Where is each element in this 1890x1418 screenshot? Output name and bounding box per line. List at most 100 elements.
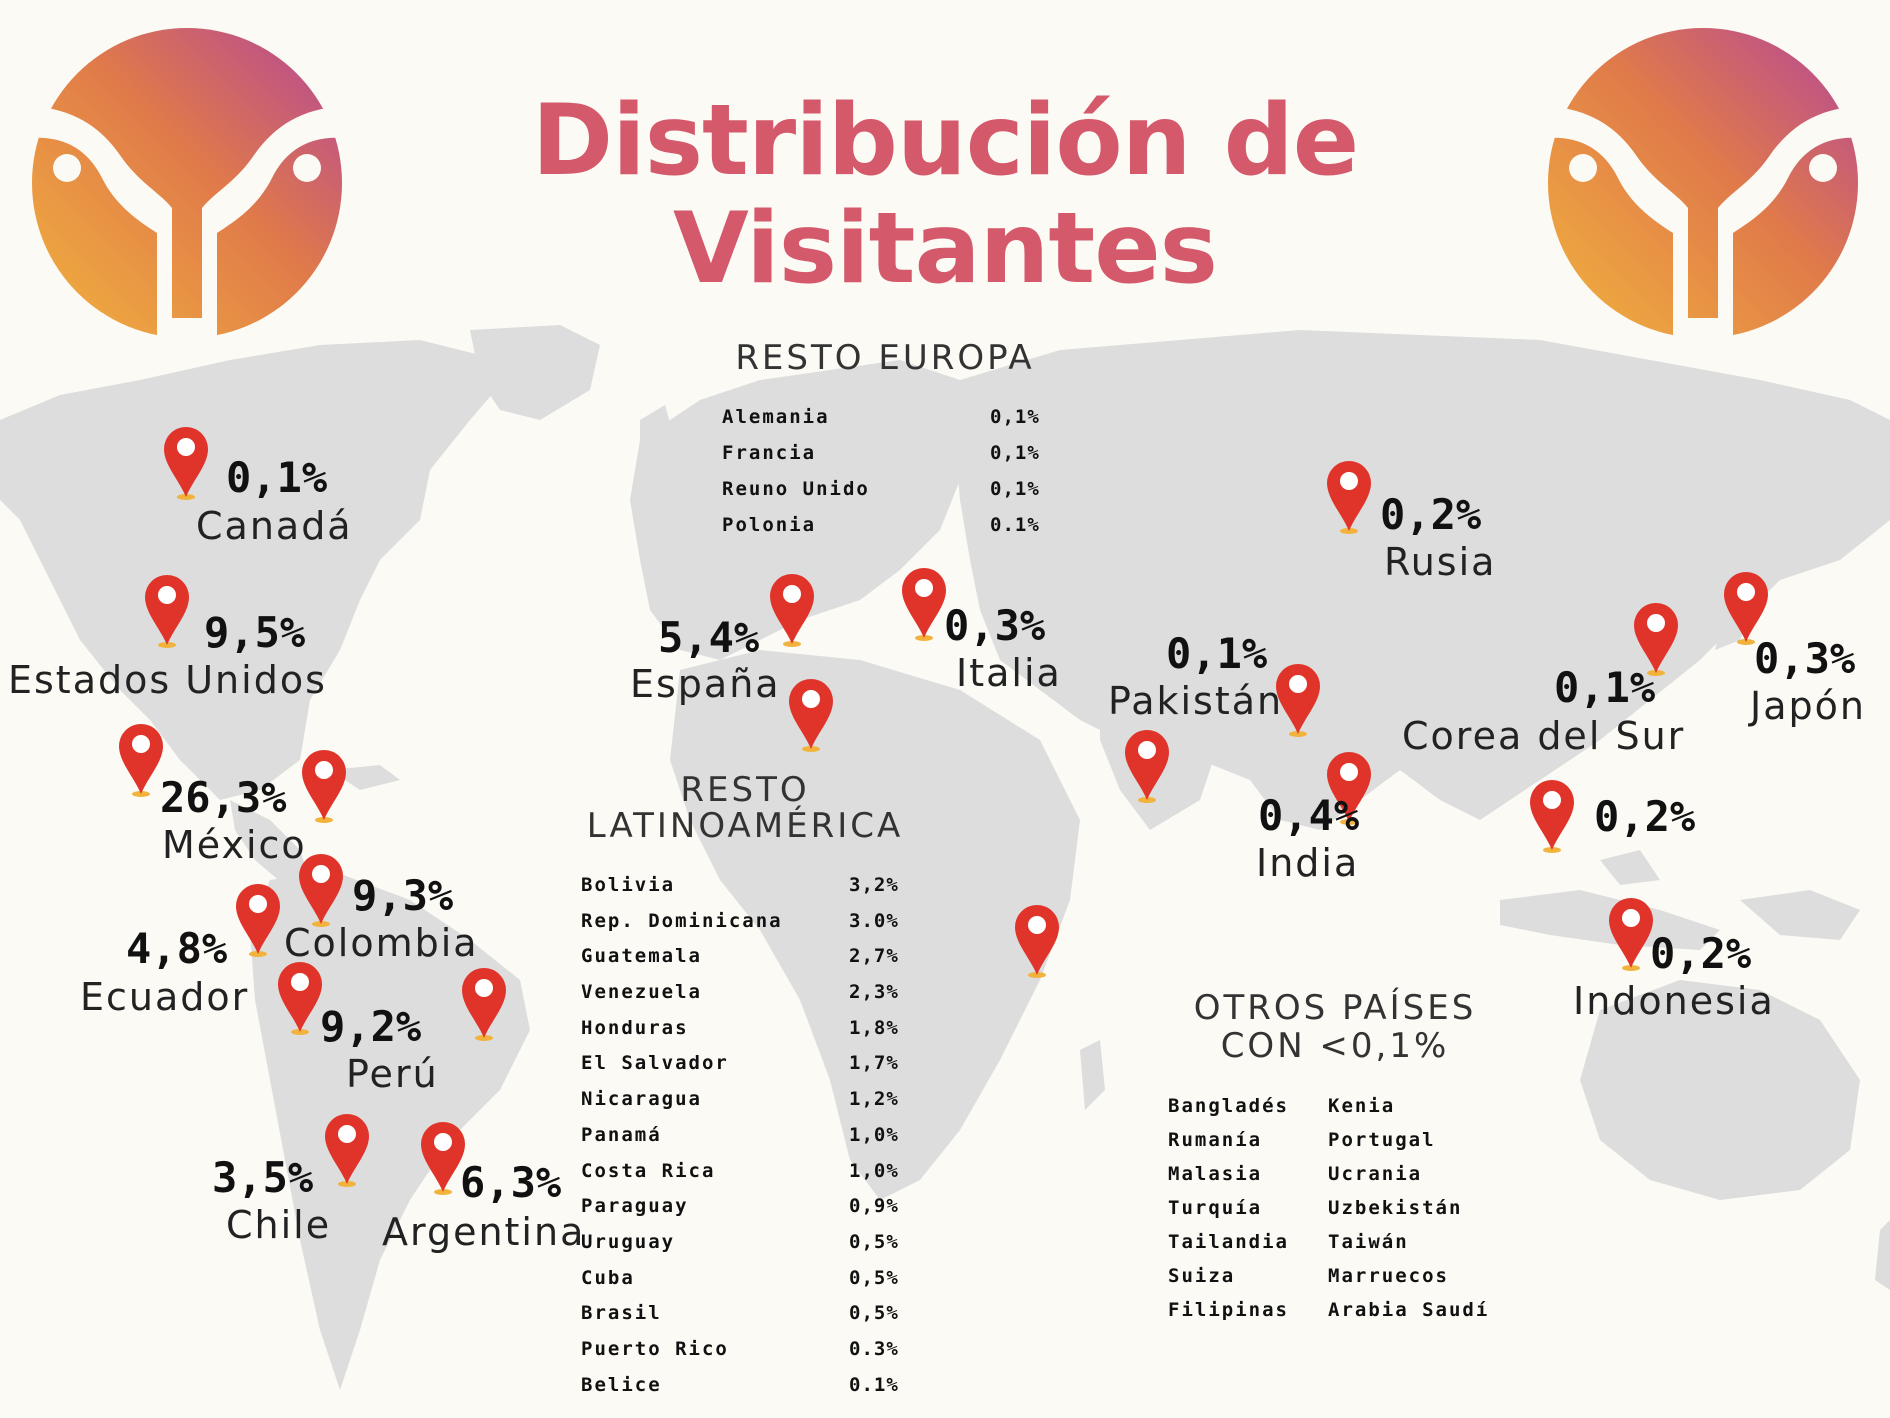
country-percent: 0,5% (849, 1230, 899, 1253)
map-pin-icon[interactable] (418, 1120, 468, 1196)
resto-latam-title-line2: LATINOAMÉRICA (586, 806, 904, 846)
country-name: Polonia (722, 514, 817, 536)
map-pin-icon[interactable] (1324, 750, 1374, 826)
argentina-label: Argentina (382, 1210, 586, 1254)
list-item: Rep. Dominicana 3.0% (581, 910, 911, 946)
list-item: Kenia (1328, 1095, 1528, 1129)
india-label: India (1256, 841, 1360, 885)
argentina-percent: 6,3% (460, 1158, 562, 1207)
ecuador-label: Ecuador (80, 975, 250, 1019)
list-item: Nicaragua 1,2% (581, 1088, 911, 1124)
country-name: Malasia (1168, 1163, 1263, 1185)
map-pin-icon[interactable] (161, 425, 211, 501)
list-item: Arabia Saudí (1328, 1299, 1528, 1333)
uterus-logo-icon-left (32, 28, 342, 338)
country-percent: 0.1% (849, 1373, 899, 1396)
country-name: Turquía (1168, 1197, 1263, 1219)
map-pin-icon[interactable] (767, 572, 817, 648)
map-pin-icon[interactable] (1122, 728, 1172, 804)
country-name: Marruecos (1328, 1265, 1449, 1287)
list-item: Polonia 0.1% (722, 514, 1052, 550)
resto-latam-list: Bolivia 3,2% Rep. Dominicana 3.0% Guatemala 2… (581, 874, 911, 1409)
map-pin-icon[interactable] (1527, 778, 1577, 854)
list-item: Guatemala 2,7% (581, 945, 911, 981)
list-item: Costa Rica 1,0% (581, 1160, 911, 1196)
map-pin-icon[interactable] (1606, 896, 1656, 972)
map-pin-icon[interactable] (322, 1112, 372, 1188)
map-pin-icon[interactable] (459, 966, 509, 1042)
pakistan-percent: 0,1% (1166, 629, 1268, 678)
country-percent: 1,2% (849, 1088, 899, 1111)
peru-percent: 9,2% (320, 1002, 422, 1051)
country-name: Ucrania (1328, 1163, 1423, 1185)
list-item: Belice 0.1% (581, 1374, 911, 1410)
otros-title-line2: CON <0,1% (1220, 1026, 1450, 1066)
map-pin-icon[interactable] (142, 573, 192, 649)
country-name: Honduras (581, 1016, 689, 1039)
country-name: Francia (722, 442, 817, 464)
country-percent: 0,1% (990, 406, 1040, 428)
list-item: Marruecos (1328, 1265, 1528, 1299)
resto-latam-title-line1: RESTO (680, 770, 810, 810)
map-pin-icon[interactable] (299, 748, 349, 824)
country-percent: 3.0% (849, 909, 899, 932)
country-name: Paraguay (581, 1195, 689, 1218)
list-item: Panamá 1,0% (581, 1124, 911, 1160)
country-percent: 0.3% (849, 1337, 899, 1360)
korea-percent: 0,1% (1554, 663, 1656, 712)
country-percent: 0.1% (990, 514, 1040, 536)
country-percent: 0,1% (990, 478, 1040, 500)
map-pin-icon[interactable] (1273, 662, 1323, 738)
map-pin-icon[interactable] (116, 722, 166, 798)
chile-label: Chile (226, 1203, 332, 1247)
ecuador-percent: 4,8% (126, 924, 228, 973)
country-percent: 0,9% (849, 1195, 899, 1218)
india-percent: 0,4% (1258, 791, 1360, 840)
country-name: Tailandia (1168, 1231, 1289, 1253)
country-name: El Salvador (581, 1052, 729, 1075)
map-pin-icon[interactable] (899, 566, 949, 642)
spain-percent: 5,4% (658, 613, 760, 662)
country-name: Bolivia (581, 874, 676, 896)
italy-label: Italia (956, 651, 1062, 695)
country-name: Rumanía (1168, 1129, 1263, 1151)
list-item: Turquía (1168, 1197, 1328, 1231)
list-item: Uzbekistán (1328, 1197, 1528, 1231)
resto-europa-list: Alemania 0,1% Francia 0,1% Reuno Unido 0,1% Po… (722, 406, 1052, 550)
map-pin-icon[interactable] (233, 882, 283, 958)
otros-list-col1: Bangladés Rumanía Malasia Turquía Tailandia S… (1168, 1095, 1328, 1333)
country-name: Nicaragua (581, 1088, 702, 1111)
list-item: Filipinas (1168, 1299, 1328, 1333)
mexico-label: México (162, 823, 307, 867)
country-name: Costa Rica (581, 1159, 716, 1182)
country-percent: 0,5% (849, 1266, 899, 1289)
country-percent: 2,7% (849, 945, 899, 968)
list-item: Rumanía (1168, 1129, 1328, 1163)
canada-label: Canadá (196, 504, 353, 548)
japan-percent: 0,3% (1754, 634, 1856, 683)
map-pin-icon[interactable] (786, 677, 836, 753)
map-pin-icon[interactable] (275, 960, 325, 1036)
map-pin-icon[interactable] (1324, 459, 1374, 535)
country-percent: 2,3% (849, 981, 899, 1004)
resto-europa-title: RESTO EUROPA (735, 338, 1035, 378)
colombia-label: Colombia (284, 921, 479, 965)
list-item: Bangladés (1168, 1095, 1328, 1129)
country-percent: 1,0% (849, 1123, 899, 1146)
country-name: Cuba (581, 1266, 635, 1289)
list-item: Taiwán (1328, 1231, 1528, 1265)
map-pin-icon[interactable] (1721, 570, 1771, 646)
map-pin-icon[interactable] (296, 852, 346, 928)
country-name: Venezuela (581, 981, 702, 1004)
map-pin-icon[interactable] (1631, 601, 1681, 677)
se-asia-percent: 0,2% (1594, 792, 1696, 841)
usa-label: Estados Unidos (8, 658, 327, 702)
list-item: Puerto Rico 0.3% (581, 1338, 911, 1374)
country-name: Uruguay (581, 1230, 676, 1253)
list-item: Alemania 0,1% (722, 406, 1052, 442)
russia-percent: 0,2% (1380, 490, 1482, 539)
map-pin-icon[interactable] (1012, 903, 1062, 979)
country-name: Bangladés (1168, 1095, 1289, 1117)
italy-percent: 0,3% (944, 601, 1046, 650)
